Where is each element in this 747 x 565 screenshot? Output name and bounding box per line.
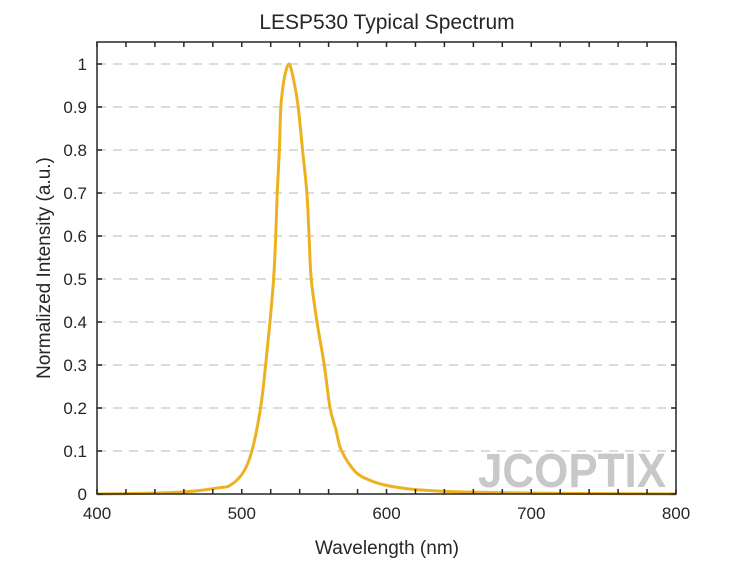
- x-tick-label: 600: [372, 504, 400, 523]
- y-tick-label: 0.4: [63, 313, 87, 332]
- series-line: [96, 62, 677, 496]
- y-tick-label: 0.6: [63, 227, 87, 246]
- grid-lines: [97, 63, 676, 452]
- svg-text:JCOPTIX: JCOPTIX: [478, 445, 666, 498]
- y-axis-label: Normalized Intensity (a.u.): [34, 157, 55, 379]
- y-tick-label: 0.9: [63, 98, 87, 117]
- y-tick-label: 0.3: [63, 356, 87, 375]
- y-tick-label: 0: [78, 485, 87, 504]
- y-tick-label: 0.1: [63, 442, 87, 461]
- x-tick-label: 800: [662, 504, 690, 523]
- x-tick-label: 700: [517, 504, 545, 523]
- watermark-logo: JCOPTIX: [478, 445, 666, 498]
- y-tick-label: 0.5: [63, 270, 87, 289]
- x-tick-label: 500: [228, 504, 256, 523]
- y-tick-label: 0.8: [63, 141, 87, 160]
- chart-title: LESP530 Typical Spectrum: [259, 11, 514, 34]
- y-tick-label: 0.2: [63, 399, 87, 418]
- x-axis-label: Wavelength (nm): [315, 538, 459, 559]
- axis-ticks: 0 0.1 0.2 0.3 0.4 0.5 0.6 0.7 0.8 0.9 1 400 500 600 70…: [63, 42, 690, 523]
- y-tick-label: 0.7: [63, 184, 87, 203]
- x-tick-label: 400: [83, 504, 111, 523]
- plot-box: [96, 41, 677, 495]
- y-tick-label: 1: [78, 55, 87, 74]
